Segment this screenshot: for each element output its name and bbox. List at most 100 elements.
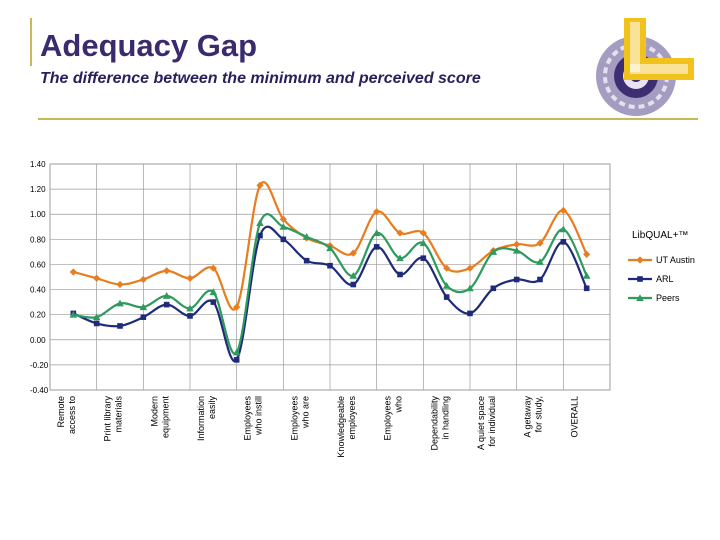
data-point-arl — [583, 285, 590, 292]
x-tick-label-line: Knowledgeable — [336, 396, 346, 458]
data-point-ut-austin — [513, 240, 521, 248]
series-peers — [69, 213, 591, 356]
data-point-arl — [397, 271, 403, 278]
data-point-peers — [489, 248, 498, 255]
x-tick-label-line: Employees — [383, 396, 393, 441]
y-tick-label: 0.00 — [30, 336, 46, 345]
x-tick-label-line: Dependability — [429, 396, 439, 451]
x-axis: Remote access to Print library materials Mod… — [56, 396, 579, 458]
y-tick-label: 0.20 — [30, 311, 46, 320]
data-point-ut-austin — [93, 274, 101, 282]
data-point-ut-austin — [279, 215, 287, 223]
slide-subtitle: The difference between the minimum and p… — [40, 70, 481, 87]
data-point-arl — [187, 313, 193, 319]
data-point-peers — [326, 244, 334, 252]
data-point-peers — [162, 292, 171, 299]
adequacy-gap-chart: -0.40 -0.20 0.00 0.20 0.40 0.60 0.80 1.00 1.20 1.… — [30, 160, 695, 458]
data-point-ut-austin — [349, 249, 357, 257]
x-tick-label-line: Employees — [243, 396, 253, 441]
x-tick-label-line: who are — [300, 396, 310, 429]
x-tick-label: A getaway for study, — [523, 396, 544, 438]
x-tick-label-line: who — [394, 396, 404, 414]
x-tick-label-line: equipment — [160, 396, 170, 439]
y-axis: -0.40 -0.20 0.00 0.20 0.40 0.60 0.80 1.00 1.20 1.… — [30, 160, 49, 395]
data-point-arl — [257, 232, 263, 239]
x-tick-label: Knowledgeable employees — [336, 396, 357, 458]
y-tick-label: -0.40 — [30, 386, 49, 395]
x-tick-label: Dependability in handling — [429, 396, 450, 451]
data-point-peers — [419, 239, 428, 247]
data-point-arl — [537, 276, 543, 283]
y-tick-label: 1.40 — [30, 160, 46, 169]
y-tick-label: 0.60 — [30, 260, 46, 269]
data-point-peers — [232, 348, 241, 356]
legend-label-arl: ARL — [656, 274, 674, 284]
data-point-arl — [210, 299, 217, 305]
legend-marker-ut-austin — [636, 256, 644, 264]
data-point-peers — [512, 246, 521, 254]
plot-series — [69, 181, 591, 363]
legend-marker-peers — [636, 294, 644, 301]
data-point-arl — [233, 357, 240, 363]
title-underline — [38, 118, 698, 120]
data-point-arl — [373, 244, 380, 250]
data-point-peers — [536, 258, 544, 265]
y-tick-label: 0.40 — [30, 286, 46, 295]
data-point-arl — [117, 323, 123, 329]
data-point-peers — [69, 310, 78, 318]
x-tick-label-line: Remote — [56, 396, 66, 428]
x-tick-label-line: Information — [196, 396, 206, 441]
legend-marker-arl — [637, 276, 643, 282]
data-point-ut-austin — [256, 181, 264, 189]
data-point-peers — [92, 313, 101, 321]
x-tick-label-line: in handling — [440, 396, 450, 440]
data-point-peers — [256, 219, 264, 227]
x-tick-label-line: Print library — [103, 396, 113, 442]
series-line-arl — [72, 225, 588, 363]
x-tick-label-line: easily — [207, 396, 217, 420]
data-point-ut-austin — [373, 208, 381, 216]
y-tick-label: 1.00 — [30, 210, 46, 219]
x-tick-label-line: for study, — [534, 396, 544, 432]
data-point-peers — [372, 229, 381, 237]
x-tick-label: Employees who — [383, 396, 404, 441]
data-point-arl — [163, 301, 170, 308]
data-point-arl — [303, 257, 310, 264]
data-point-peers — [349, 271, 358, 279]
x-tick-label: A quiet space for individual — [476, 396, 497, 450]
y-tick-label: 1.20 — [30, 185, 46, 194]
data-point-ut-austin — [396, 229, 404, 237]
x-tick-label: Print library materials — [103, 396, 124, 442]
x-tick-label: Employees who are — [289, 396, 310, 441]
x-tick-label-line: who instill — [254, 396, 264, 436]
data-point-peers — [442, 281, 451, 289]
x-tick-label: Remote access to — [56, 396, 77, 434]
legend-label-peers: Peers — [656, 293, 680, 303]
x-tick-label-line: employees — [347, 396, 357, 440]
data-point-arl — [467, 310, 473, 317]
data-point-arl — [140, 314, 147, 320]
x-tick-label: Information easily — [196, 396, 217, 442]
data-point-ut-austin — [583, 250, 591, 258]
libqual-logo-icon — [596, 18, 694, 116]
x-tick-label-line: A getaway — [523, 396, 533, 438]
data-point-peers — [186, 304, 194, 312]
y-tick-label: 0.80 — [30, 235, 46, 244]
data-point-ut-austin — [443, 264, 451, 272]
data-point-ut-austin — [163, 267, 171, 275]
x-tick-label-line: access to — [67, 396, 77, 434]
y-tick-label: -0.20 — [30, 361, 49, 370]
x-tick-label: Modern equipment — [149, 396, 170, 439]
data-point-arl — [513, 276, 520, 283]
data-point-arl — [420, 255, 427, 261]
data-point-peers — [209, 288, 218, 296]
data-point-ut-austin — [69, 268, 77, 276]
data-point-ut-austin — [536, 239, 544, 247]
data-point-ut-austin — [186, 274, 194, 282]
x-tick-label-line: materials — [114, 396, 124, 433]
x-tick-label-line: OVERALL — [569, 396, 579, 438]
data-point-arl — [280, 236, 287, 243]
data-point-peers — [466, 284, 474, 292]
slide-title: Adequacy Gap — [40, 28, 258, 63]
x-tick-label-line: A quiet space — [476, 396, 486, 450]
